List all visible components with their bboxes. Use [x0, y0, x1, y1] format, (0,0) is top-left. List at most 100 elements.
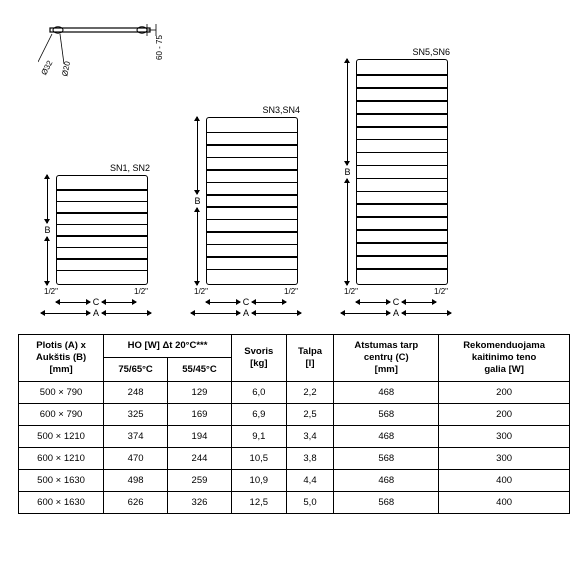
- radiator-bar: [356, 216, 448, 218]
- radiator-bar: [356, 191, 448, 193]
- table-cell: 500 × 790: [19, 381, 104, 403]
- table-cell: 248: [104, 381, 168, 403]
- radiator-body: [56, 175, 148, 285]
- table-cell: 600 × 790: [19, 403, 104, 425]
- table-cell: 568: [334, 403, 439, 425]
- table-cell: 12,5: [231, 491, 286, 513]
- radiator-bar: [206, 144, 298, 146]
- foot-label: 1/2": [44, 287, 58, 296]
- table-row: 600 × 163062632612,55,0568400: [19, 491, 570, 513]
- dims-below: CA: [41, 297, 151, 318]
- table-cell: 3,8: [286, 447, 334, 469]
- table-cell: 468: [334, 425, 439, 447]
- dim-B: B: [44, 175, 50, 285]
- table-cell: 9,1: [231, 425, 286, 447]
- col-ho-a: 75/65°C: [104, 358, 168, 381]
- table-cell: 3,4: [286, 425, 334, 447]
- mounting-detail: Ø32 Ø20 60 - 75: [38, 18, 168, 86]
- dim-A-label: A: [93, 308, 99, 318]
- foot-label: 1/2": [284, 287, 298, 296]
- table-row: 600 × 121047024410,53,8568300: [19, 447, 570, 469]
- table-cell: 500 × 1210: [19, 425, 104, 447]
- radiator-bar: [206, 219, 298, 221]
- table-cell: 200: [439, 403, 570, 425]
- dim-A-label: A: [243, 308, 249, 318]
- radiator-bar: [56, 189, 148, 191]
- radiator-bar: [206, 157, 298, 159]
- radiator-diagram: SN1, SN2B1/2"1/2"CA: [36, 163, 156, 318]
- radiator-bar: [206, 194, 298, 196]
- col-ho-group: HO [W] Δt 20°C***: [104, 335, 232, 358]
- radiator-bar: [206, 256, 298, 258]
- table-row: 500 × 7902481296,02,2468200: [19, 381, 570, 403]
- radiator-bar: [206, 269, 298, 271]
- radiator-bar: [356, 152, 448, 154]
- table-cell: 300: [439, 447, 570, 469]
- col-centers: Atstumas tarp centrų (C) [mm]: [334, 335, 439, 382]
- radiator-bar: [356, 139, 448, 141]
- table-cell: 169: [168, 403, 232, 425]
- model-label: SN3,SN4: [262, 105, 300, 115]
- radiator-bar: [356, 268, 448, 270]
- table-cell: 10,5: [231, 447, 286, 469]
- radiator-bar: [206, 244, 298, 246]
- dim-A-label: A: [393, 308, 399, 318]
- table-cell: 300: [439, 425, 570, 447]
- col-power: Rekomenduojama kaitinimo teno galia [W]: [439, 335, 570, 382]
- table-cell: 325: [104, 403, 168, 425]
- model-label: SN5,SN6: [412, 47, 450, 57]
- radiator-diagram: SN5,SN6B1/2"1/2"CA: [336, 47, 456, 318]
- dim-C-label: C: [93, 297, 100, 307]
- radiator-bar: [356, 178, 448, 180]
- table-cell: 2,5: [286, 403, 334, 425]
- radiator-body: [356, 59, 448, 285]
- dim-B: B: [344, 59, 350, 285]
- table-cell: 500 × 1630: [19, 469, 104, 491]
- radiator-bar: [56, 201, 148, 203]
- radiator-bar: [56, 235, 148, 237]
- feet-row: 1/2"1/2": [336, 287, 456, 296]
- diameter2-label: Ø20: [60, 60, 72, 77]
- radiator-bar: [356, 229, 448, 231]
- model-label: SN1, SN2: [110, 163, 150, 173]
- radiator-bar: [356, 203, 448, 205]
- table-cell: 2,2: [286, 381, 334, 403]
- radiator-bar: [56, 247, 148, 249]
- table-row: 500 × 163049825910,94,4468400: [19, 469, 570, 491]
- radiator-bar: [356, 126, 448, 128]
- radiator-bar: [56, 224, 148, 226]
- table-cell: 468: [334, 469, 439, 491]
- radiator-diagram: SN3,SN4B1/2"1/2"CA: [186, 105, 306, 318]
- table-cell: 498: [104, 469, 168, 491]
- table-row: 500 × 12103741949,13,4468300: [19, 425, 570, 447]
- diameter1-label: Ø32: [39, 59, 54, 77]
- radiator-bar: [56, 258, 148, 260]
- radiator-bar: [356, 87, 448, 89]
- foot-label: 1/2": [194, 287, 208, 296]
- table-cell: 568: [334, 491, 439, 513]
- col-weight: Svoris [kg]: [231, 335, 286, 382]
- radiator-body: [206, 117, 298, 285]
- table-cell: 470: [104, 447, 168, 469]
- radiator-bar: [206, 182, 298, 184]
- table-cell: 6,9: [231, 403, 286, 425]
- foot-label: 1/2": [344, 287, 358, 296]
- radiator-bar: [356, 74, 448, 76]
- radiator-bar: [356, 165, 448, 167]
- dims-below: CA: [191, 297, 301, 318]
- diagram-area: Ø32 Ø20 60 - 75 SN1, SN2B1/2"1/2"CASN3,S…: [18, 18, 570, 318]
- table-cell: 200: [439, 381, 570, 403]
- col-ho-b: 55/45°C: [168, 358, 232, 381]
- table-cell: 6,0: [231, 381, 286, 403]
- radiator-bar: [56, 270, 148, 272]
- table-cell: 400: [439, 469, 570, 491]
- radiator-bar: [206, 231, 298, 233]
- dim-C-label: C: [243, 297, 250, 307]
- radiator-bar: [206, 132, 298, 134]
- table-cell: 600 × 1630: [19, 491, 104, 513]
- table-row: 600 × 7903251696,92,5568200: [19, 403, 570, 425]
- radiator-bar: [356, 113, 448, 115]
- table-cell: 194: [168, 425, 232, 447]
- table-cell: 600 × 1210: [19, 447, 104, 469]
- radiator-bar: [206, 206, 298, 208]
